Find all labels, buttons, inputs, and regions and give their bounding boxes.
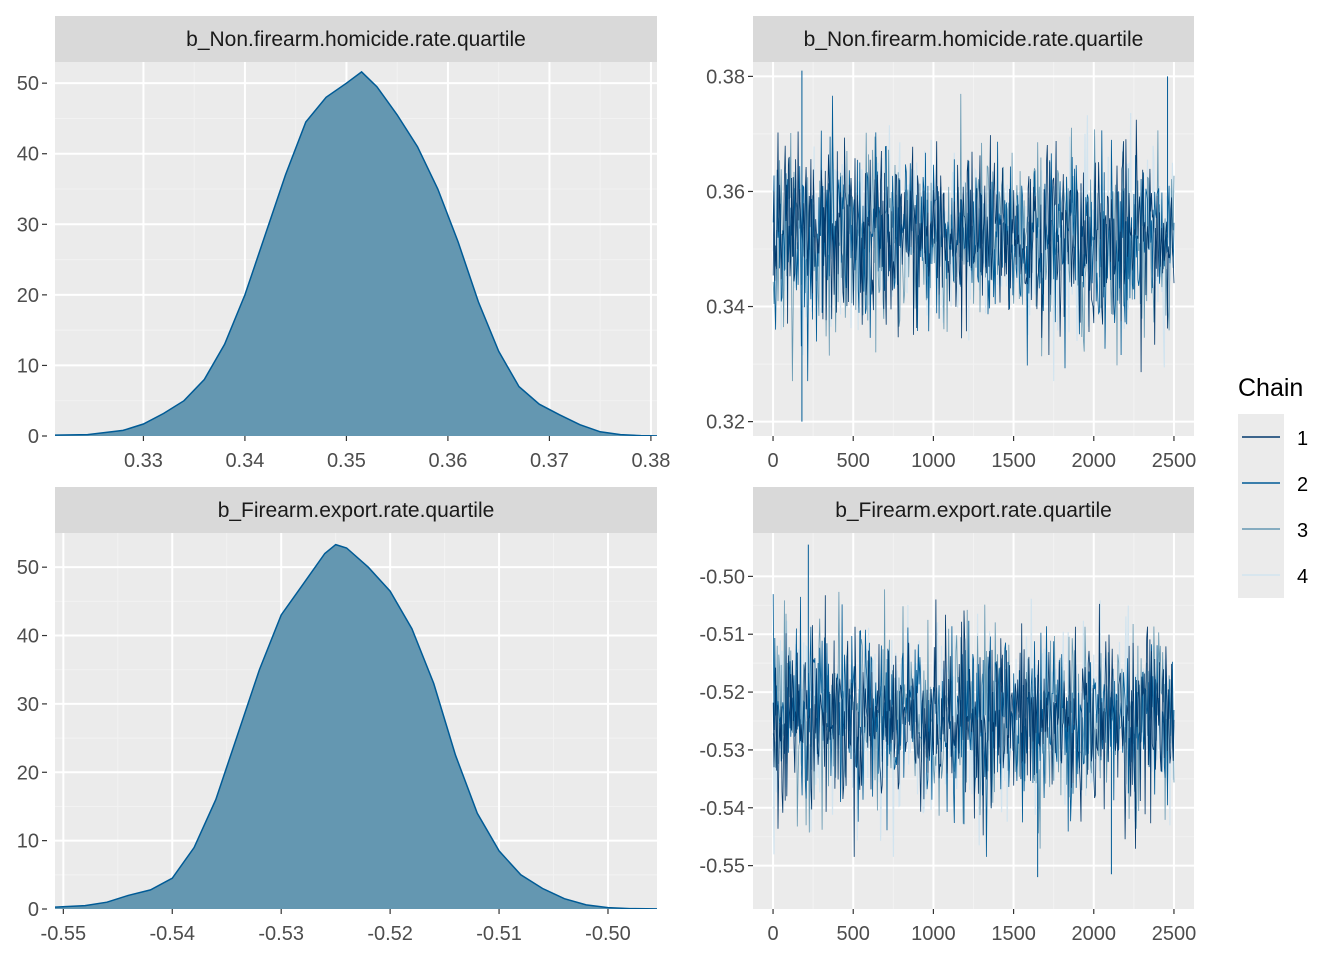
panel-marks bbox=[55, 543, 657, 909]
y-tick-label: -0.53 bbox=[699, 740, 745, 762]
y-tick-label: -0.51 bbox=[699, 624, 745, 646]
strip-background bbox=[55, 16, 657, 62]
panel-2: b_Non.firearm.homicide.rate.quartile 0 500… bbox=[706, 16, 1196, 472]
density-area bbox=[55, 71, 657, 436]
x-tick-label: 0.35 bbox=[327, 450, 366, 472]
trace-chain-1 bbox=[772, 595, 1175, 857]
x-tick-label: -0.55 bbox=[41, 923, 87, 945]
x-tick-label: 0 bbox=[767, 923, 778, 945]
x-tick-label: -0.51 bbox=[476, 923, 522, 945]
x-tick-label: 1500 bbox=[991, 450, 1036, 472]
y-tick-label: 10 bbox=[17, 831, 39, 853]
x-tick-label: 500 bbox=[837, 450, 870, 472]
strip-title: b_Firearm.export.rate.quartile bbox=[218, 499, 495, 522]
x-tick-label: -0.50 bbox=[585, 923, 631, 945]
x-tick-label: 2500 bbox=[1152, 450, 1197, 472]
x-tick-label: 500 bbox=[837, 923, 870, 945]
panel-marks bbox=[772, 70, 1175, 422]
strip-title: b_Non.firearm.homicide.rate.quartile bbox=[804, 28, 1144, 51]
y-tick-label: -0.55 bbox=[699, 856, 745, 878]
y-tick-label: 30 bbox=[17, 694, 39, 716]
panel-marks bbox=[55, 70, 657, 436]
x-tick-label: -0.53 bbox=[258, 923, 304, 945]
y-tick-label: -0.52 bbox=[699, 682, 745, 704]
panel-marks bbox=[772, 544, 1175, 878]
x-tick-label: 2000 bbox=[1072, 450, 1117, 472]
legend: Chain 1 2 3 4 bbox=[1238, 374, 1308, 598]
legend-label-1: 1 bbox=[1297, 428, 1308, 450]
strip-title: b_Non.firearm.homicide.rate.quartile bbox=[186, 28, 526, 51]
y-tick-label: 20 bbox=[17, 762, 39, 784]
strip-background bbox=[753, 16, 1194, 62]
y-tick-label: 0.34 bbox=[706, 297, 745, 319]
density-line bbox=[55, 543, 657, 909]
panel-3: b_Firearm.export.rate.quartile -0.55 -0.54… bbox=[17, 487, 657, 945]
x-tick-label: 1000 bbox=[911, 450, 956, 472]
y-tick-label: 0 bbox=[28, 426, 39, 448]
x-tick-label: -0.54 bbox=[149, 923, 195, 945]
y-tick-label: 10 bbox=[17, 355, 39, 377]
y-tick-label: 30 bbox=[17, 214, 39, 236]
density-line bbox=[55, 70, 657, 436]
legend-label-4: 4 bbox=[1297, 566, 1308, 588]
strip-background bbox=[753, 487, 1194, 533]
strip-title: b_Firearm.export.rate.quartile bbox=[835, 499, 1112, 522]
strip-background bbox=[55, 487, 657, 533]
y-tick-label: 50 bbox=[17, 73, 39, 95]
y-tick-label: 0 bbox=[28, 899, 39, 921]
y-tick-label: 0.38 bbox=[706, 66, 745, 88]
legend-key-background bbox=[1238, 414, 1284, 598]
x-tick-label: 2500 bbox=[1152, 923, 1197, 945]
legend-title: Chain bbox=[1238, 374, 1303, 402]
y-tick-label: 40 bbox=[17, 626, 39, 648]
y-tick-label: 40 bbox=[17, 144, 39, 166]
panel-4: b_Firearm.export.rate.quartile 0 500 1000 15… bbox=[699, 487, 1196, 945]
x-tick-label: 0.36 bbox=[428, 450, 467, 472]
legend-label-3: 3 bbox=[1297, 520, 1308, 542]
x-tick-label: 0 bbox=[767, 450, 778, 472]
trace-chain-1 bbox=[772, 119, 1175, 373]
y-tick-label: -0.50 bbox=[699, 566, 745, 588]
panel-1: b_Non.firearm.homicide.rate.quartile 0.33… bbox=[17, 16, 670, 472]
x-tick-label: 1500 bbox=[991, 923, 1036, 945]
x-tick-label: 0.33 bbox=[124, 450, 163, 472]
y-tick-label: -0.54 bbox=[699, 798, 745, 820]
x-tick-label: 0.34 bbox=[225, 450, 264, 472]
x-tick-label: 2000 bbox=[1072, 923, 1117, 945]
legend-label-2: 2 bbox=[1297, 474, 1308, 496]
x-tick-label: 0.38 bbox=[631, 450, 670, 472]
x-tick-label: 0.37 bbox=[530, 450, 569, 472]
y-tick-label: 0.36 bbox=[706, 181, 745, 203]
y-tick-label: 0.32 bbox=[706, 412, 745, 434]
density-area bbox=[55, 544, 657, 909]
x-tick-label: 1000 bbox=[911, 923, 956, 945]
y-tick-label: 20 bbox=[17, 285, 39, 307]
y-tick-label: 50 bbox=[17, 557, 39, 579]
x-tick-label: -0.52 bbox=[367, 923, 413, 945]
